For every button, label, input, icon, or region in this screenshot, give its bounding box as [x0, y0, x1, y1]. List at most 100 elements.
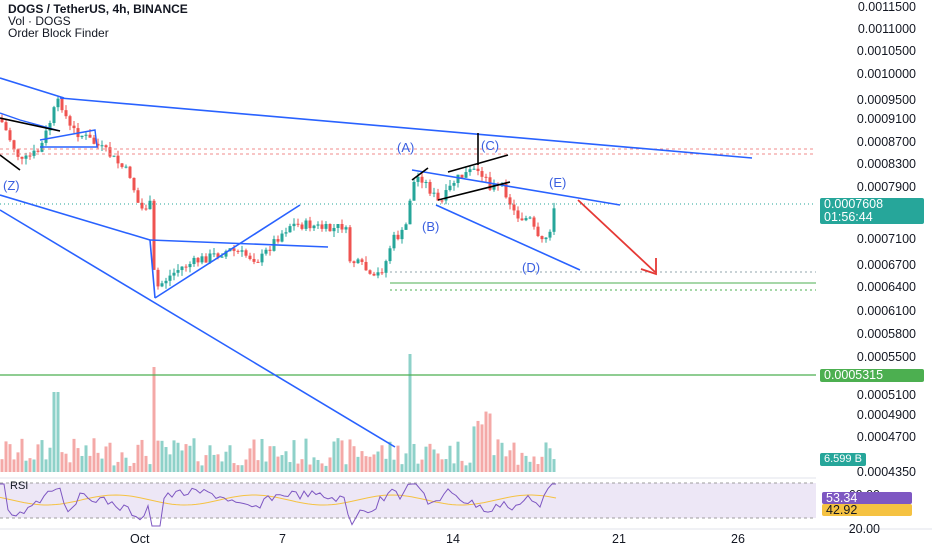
candle-body — [476, 168, 480, 172]
candle-body — [96, 143, 100, 146]
candle-body — [440, 200, 444, 202]
candle-body — [44, 130, 48, 143]
volume-bar — [212, 454, 216, 472]
candle-body — [384, 261, 388, 273]
volume-bar — [32, 459, 36, 472]
volume-bar — [96, 452, 100, 472]
volume-bar — [516, 464, 520, 472]
price-tick-label: 0.0011500 — [857, 0, 916, 14]
candle-body — [168, 275, 172, 281]
candle-body — [240, 250, 244, 252]
wave-label-e: (E) — [549, 175, 566, 190]
volume-bar — [224, 451, 228, 472]
volume-value-tag: 6.599 B — [820, 453, 866, 466]
candle-body — [316, 224, 320, 226]
volume-bar — [392, 459, 396, 472]
candle-body — [424, 182, 428, 184]
candle-body — [48, 123, 52, 131]
wave-label-b: (B) — [422, 219, 439, 234]
volume-bar — [296, 463, 300, 472]
rsi-indicator-label[interactable]: RSI — [10, 480, 29, 492]
candle-body — [264, 249, 268, 254]
volume-bar — [540, 456, 544, 472]
volume-bar — [156, 440, 160, 472]
volume-indicator-label[interactable]: Vol · DOGS — [8, 14, 71, 28]
candle-body — [516, 210, 520, 219]
order-block-price-tag: 0.0005315 — [820, 369, 924, 382]
pattern-line — [437, 181, 511, 201]
volume-bar — [104, 446, 108, 472]
volume-bar — [168, 454, 172, 472]
volume-bar — [52, 392, 56, 472]
price-tick-label: 0.0008700 — [856, 135, 916, 149]
price-tick-label: 0.0005500 — [856, 350, 916, 364]
symbol-title[interactable]: DOGS / TetherUS, 4h, BINANCE — [8, 2, 188, 16]
candle-body — [304, 220, 308, 229]
volume-bar — [460, 460, 464, 472]
volume-bar — [276, 456, 280, 472]
volume-bar — [144, 455, 148, 472]
candle-body — [412, 181, 416, 201]
volume-bar — [484, 411, 488, 472]
volume-bar — [184, 444, 188, 472]
candle-body — [172, 272, 176, 276]
bar-countdown: 01:56:44 — [824, 210, 873, 224]
volume-bar — [352, 446, 356, 472]
trendline — [411, 169, 621, 206]
candle-body — [208, 253, 212, 263]
candle-body — [544, 237, 548, 240]
volume-bar — [456, 441, 460, 472]
volume-bar — [420, 459, 424, 472]
volume-bar — [412, 443, 416, 472]
volume-bar — [48, 447, 52, 472]
time-tick-label: 21 — [612, 532, 626, 546]
projection-arrow — [577, 199, 656, 273]
volume-bar — [380, 445, 384, 472]
volume-bar — [532, 456, 536, 472]
price-tick-label: 0.0004900 — [856, 408, 916, 422]
volume-bar — [84, 445, 88, 472]
price-tick-label: 0.0006100 — [856, 304, 916, 318]
price-tick-label: 0.0009500 — [856, 93, 916, 107]
candle-body — [548, 231, 552, 238]
candle-body — [492, 184, 496, 190]
candle-body — [540, 236, 544, 240]
order-block-indicator-label[interactable]: Order Block Finder — [8, 26, 109, 40]
volume-bar — [272, 446, 276, 472]
volume-bar — [204, 455, 208, 472]
price-tick-label: 0.0006400 — [856, 280, 916, 294]
volume-bar — [200, 465, 204, 472]
volume-bar — [132, 462, 136, 472]
volume-bar — [320, 463, 324, 472]
volume-bar — [476, 420, 480, 472]
candle-body — [12, 140, 16, 150]
volume-bar — [88, 455, 92, 472]
volume-bar — [120, 452, 124, 472]
pattern-line — [411, 167, 429, 181]
candle-body — [348, 227, 352, 262]
volume-bar — [80, 455, 84, 472]
volume-bar — [548, 448, 552, 472]
volume-bar — [332, 441, 336, 472]
price-tick-label: 0.0005100 — [856, 388, 916, 402]
volume-bar — [292, 440, 296, 472]
volume-bar — [464, 465, 468, 472]
volume-bar — [280, 455, 284, 472]
candle-body — [220, 256, 224, 258]
candle-body — [184, 266, 188, 268]
volume-bar — [236, 465, 240, 472]
trendline — [154, 204, 301, 299]
volume-bar — [432, 449, 436, 472]
candle-body — [248, 255, 252, 259]
volume-bar — [520, 452, 524, 472]
candle-body — [152, 200, 156, 270]
rsi-band — [0, 483, 816, 518]
candle-body — [504, 184, 508, 198]
volume-bar — [60, 452, 64, 472]
candle-body — [456, 174, 460, 184]
price-tick-label: 0.0004350 — [856, 465, 916, 479]
candle-body — [204, 256, 208, 263]
candle-body — [524, 218, 528, 221]
volume-bar — [356, 456, 360, 472]
